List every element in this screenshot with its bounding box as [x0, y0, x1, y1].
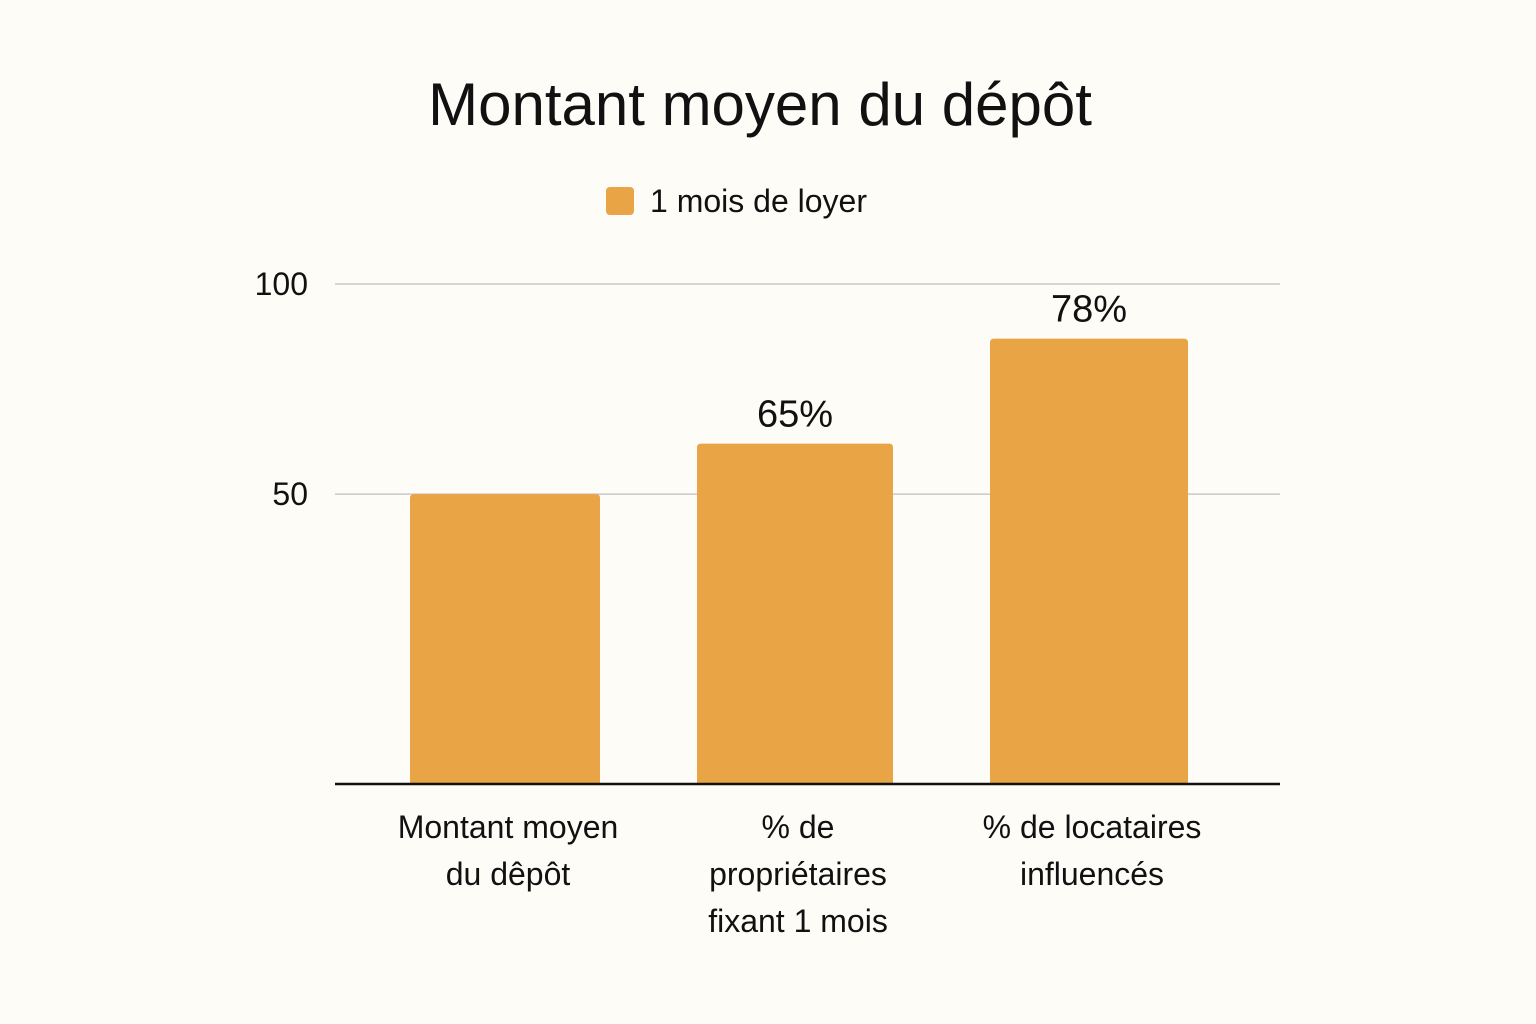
- x-tick-label-line: Montant moyen: [398, 809, 619, 845]
- legend-label: 1 mois de loyer: [650, 183, 867, 219]
- y-tick-label: 50: [272, 476, 308, 512]
- data-label: 78%: [1051, 289, 1127, 331]
- bars: [410, 338, 1188, 784]
- x-tick-label-line: % de locataires: [983, 809, 1202, 845]
- labels: 50 100 65% 78% Montant moyen du dêpôt % de prop…: [255, 266, 1202, 939]
- x-tick-label: Montant moyen du dêpôt: [398, 809, 619, 892]
- legend-swatch: [606, 187, 634, 215]
- x-tick-label-line: % de: [762, 809, 835, 845]
- chart-title: Montant moyen du dépôt: [428, 71, 1092, 138]
- x-tick-label-line: propriétaires: [709, 856, 887, 892]
- x-tick-label-line: influencés: [1020, 856, 1164, 892]
- x-tick-label: % de propriétaires fixant 1 mois: [708, 809, 888, 939]
- bar: [697, 443, 893, 784]
- x-tick-label-line: du dêpôt: [446, 856, 571, 892]
- data-label: 65%: [757, 394, 833, 436]
- x-tick-label-line: fixant 1 mois: [708, 903, 888, 939]
- bar: [410, 494, 600, 784]
- x-tick-label: % de locataires influencés: [983, 809, 1202, 892]
- y-tick-label: 100: [255, 266, 308, 302]
- legend: 1 mois de loyer: [606, 183, 867, 219]
- bar: [990, 338, 1188, 784]
